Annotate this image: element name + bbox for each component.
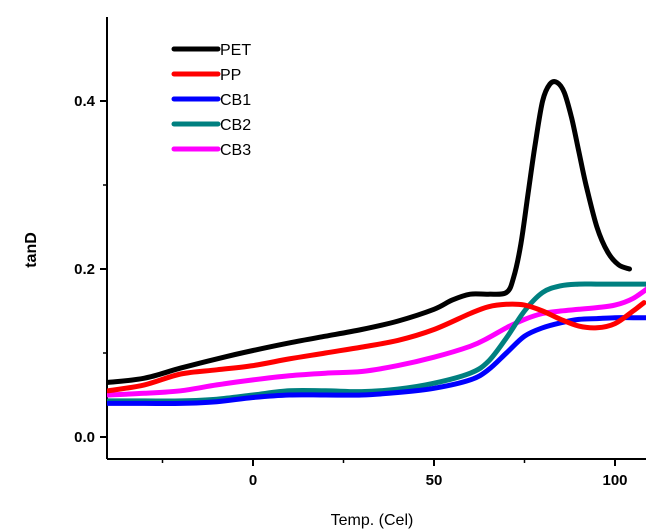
y-tick-label-2: 0.4 — [74, 93, 96, 110]
legend-label-cb2: CB2 — [220, 117, 251, 134]
series-line-pp — [107, 300, 646, 394]
y-axis-title: tanD — [23, 232, 40, 268]
legend-label-cb3: CB3 — [220, 142, 251, 159]
legend-label-pet: PET — [220, 42, 251, 59]
series-line-cb3 — [107, 286, 646, 398]
legend: PET PP CB1 CB2 CB3 — [171, 42, 251, 159]
x-axis-title: Temp. (Cel) — [331, 512, 414, 529]
y-tick-label-1: 0.2 — [74, 261, 95, 278]
x-tick-label-0: 0 — [249, 472, 257, 489]
x-ticks: 0 50 100 — [161, 459, 628, 489]
axes — [106, 17, 646, 460]
y-ticks: 0.0 0.2 0.4 — [74, 93, 107, 446]
x-tick-label-1: 50 — [426, 472, 443, 489]
legend-label-cb1: CB1 — [220, 92, 251, 109]
series-line-pet — [107, 79, 632, 385]
legend-label-pp: PP — [220, 67, 241, 84]
series-layer — [107, 79, 646, 407]
x-tick-label-2: 100 — [602, 472, 627, 489]
y-tick-label-0: 0.0 — [74, 429, 95, 446]
series-line-cb1 — [107, 315, 646, 407]
